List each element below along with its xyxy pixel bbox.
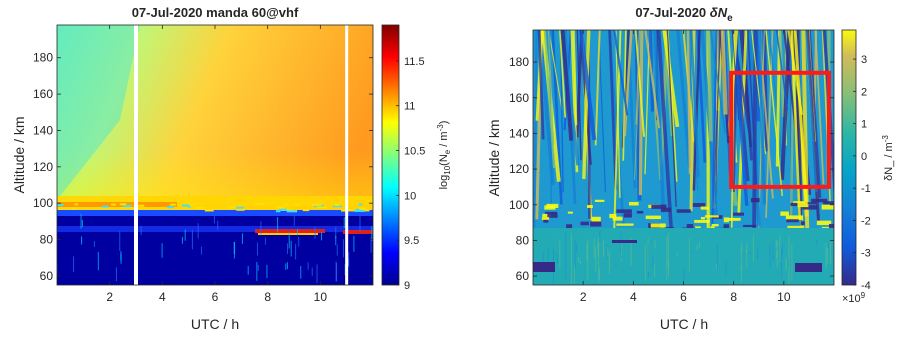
colorbar-tick-label: -3: [861, 248, 871, 260]
y-tick-label: 80: [516, 233, 530, 247]
y-tick-label: 60: [516, 269, 530, 283]
right-y-label: Altitude / km: [486, 119, 502, 196]
x-tick-label: 2: [106, 290, 113, 304]
y-tick-label: 160: [509, 91, 529, 105]
colorbar-tick-label: 2: [861, 86, 867, 98]
y-tick-label: 140: [509, 126, 529, 140]
left-heatmap: [57, 25, 373, 285]
y-tick-label: 180: [33, 51, 53, 65]
y-tick-label: 120: [509, 162, 529, 176]
colorbar-tick-label: -1: [861, 183, 871, 195]
y-tick-label: 160: [33, 87, 53, 101]
right-colorbar: [842, 30, 856, 285]
left-colorbar-ticks: 9 9.5 10 10.5 11 11.5: [396, 56, 425, 292]
y-tick-label: 60: [40, 269, 54, 283]
left-colorbar: [382, 25, 399, 285]
x-tick-label: 10: [314, 290, 328, 304]
right-title: 07-Jul-2020 δNe: [635, 5, 733, 24]
y-tick-label: 80: [40, 233, 54, 247]
data-gap: [345, 25, 348, 285]
x-tick-label: 8: [264, 290, 271, 304]
y-tick-label: 140: [33, 123, 53, 137]
right-colorbar-label: δN_ / m-3: [881, 135, 895, 181]
colorbar-tick-label: 3: [861, 54, 867, 66]
x-tick-label: 2: [580, 290, 587, 304]
x-tick-label: 8: [730, 290, 737, 304]
right-colorbar-exponent: ×109: [842, 291, 866, 305]
colorbar-tick-label: 9: [404, 280, 410, 292]
y-tick-label: 100: [509, 198, 529, 212]
colorbar-tick-label: 10.5: [404, 146, 425, 158]
y-tick-label: 120: [33, 160, 53, 174]
colorbar-tick-label: 9.5: [404, 235, 419, 247]
colorbar-tick-label: 10: [404, 190, 416, 202]
x-tick-label: 10: [777, 290, 791, 304]
colorbar-tick-label: 11: [404, 101, 415, 113]
colorbar-tick-label: -2: [861, 215, 871, 227]
left-panel: 07-Jul-2020 manda 60@vhf 2 4 6 8 10 60 80 100 1…: [11, 5, 452, 332]
right-heatmap: [533, 30, 841, 285]
colorbar-tick-label: 1: [861, 119, 867, 131]
x-tick-label: 6: [212, 290, 219, 304]
x-tick-label: 4: [159, 290, 166, 304]
colorbar-tick-label: 11.5: [404, 56, 425, 68]
left-colorbar-label: log10(Ne / m-3): [436, 121, 452, 190]
left-title: 07-Jul-2020 manda 60@vhf: [132, 5, 299, 20]
y-tick-label: 100: [33, 196, 53, 210]
x-tick-label: 6: [680, 290, 687, 304]
right-x-label: UTC / h: [660, 316, 708, 332]
x-tick-label: 4: [630, 290, 637, 304]
y-tick-label: 180: [509, 55, 529, 69]
left-y-label: Altitude / km: [11, 116, 27, 193]
data-gap: [134, 25, 138, 285]
left-x-label: UTC / h: [191, 316, 239, 332]
colorbar-tick-label: 0: [861, 151, 867, 163]
